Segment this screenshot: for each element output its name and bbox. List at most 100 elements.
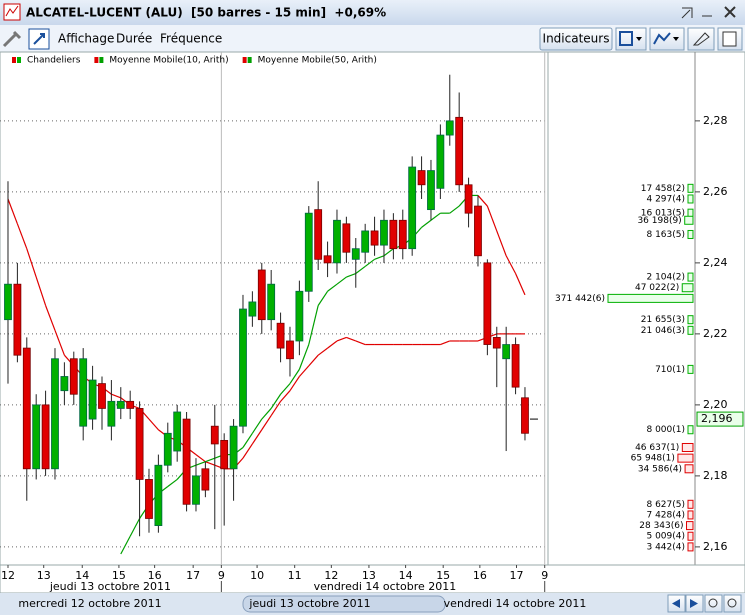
menu-item[interactable]: Durée <box>116 32 152 46</box>
indicators-button[interactable] <box>539 27 613 51</box>
candle-body <box>210 425 219 445</box>
candle-body <box>427 170 435 211</box>
moving-average <box>45 305 56 331</box>
candle-body <box>4 283 12 321</box>
moving-average <box>270 393 282 409</box>
moving-average <box>280 383 291 395</box>
depth-label: 371 442(6) <box>555 294 605 304</box>
moving-average <box>298 365 310 377</box>
menu-item[interactable]: Fréquence <box>160 32 222 46</box>
depth-bar <box>687 315 694 325</box>
depth-bar <box>684 215 694 225</box>
title-bar <box>0 0 745 25</box>
moving-average <box>317 290 329 306</box>
depth-bar <box>687 510 694 520</box>
depth-label: 36 198(9) <box>637 216 681 226</box>
x-tick-label: 13 <box>362 569 376 582</box>
depth-label: 16 013(5) <box>641 209 685 219</box>
moving-average <box>327 340 338 349</box>
moving-average <box>298 344 310 370</box>
candle-body <box>173 411 182 452</box>
x-tick-label: 15 <box>436 569 450 582</box>
depth-label: 5 009(4) <box>646 532 685 542</box>
day-label: vendredi 14 octobre 2011 <box>314 580 457 593</box>
depth-label: 7 428(4) <box>646 510 685 520</box>
legend-label: Chandeliers <box>27 56 81 66</box>
candle-body <box>511 344 520 388</box>
tool-icon[interactable] <box>2 30 22 48</box>
moving-average <box>167 478 178 488</box>
candle-body <box>220 439 229 470</box>
depth-bar <box>687 499 694 509</box>
legend-swatch <box>247 57 252 63</box>
moving-average <box>129 518 141 537</box>
moving-average <box>355 340 366 346</box>
moving-average <box>505 255 517 274</box>
depth-bar <box>687 194 694 204</box>
candle-body <box>380 219 388 246</box>
candle-body <box>483 262 492 345</box>
x-tick-label: 11 <box>288 569 302 582</box>
moving-average <box>421 219 432 228</box>
depth-bar <box>687 542 694 552</box>
candle-body <box>41 404 50 470</box>
x-tick-label: 12 <box>1 569 15 582</box>
last-price-label: 2,196 <box>701 412 733 425</box>
legend-swatch <box>99 57 104 63</box>
indicators-label[interactable]: Indicateurs <box>543 32 610 46</box>
legend-swatch <box>17 57 21 63</box>
moving-average <box>242 443 253 459</box>
day-label: jeudi 13 octobre 2011 <box>49 580 171 593</box>
depth-bar <box>687 325 694 335</box>
moving-average <box>317 347 328 356</box>
moving-average <box>289 369 300 384</box>
x-tick-label: 9 <box>218 569 225 582</box>
x-tick-label: 13 <box>37 569 51 582</box>
moving-average <box>449 205 460 214</box>
depth-bar <box>607 293 694 303</box>
x-tick-label: 16 <box>473 569 487 582</box>
candle-body <box>154 464 163 526</box>
candle-body <box>417 170 426 186</box>
candle-body <box>192 475 200 505</box>
depth-bar <box>681 283 694 293</box>
candle-body <box>295 290 304 342</box>
candle-body <box>342 223 351 253</box>
candle-body <box>304 212 313 292</box>
window-buttons[interactable] <box>681 6 736 19</box>
legend-swatch <box>94 57 99 63</box>
candle-body <box>51 358 59 470</box>
moving-average <box>120 535 131 555</box>
legend-swatch <box>242 57 247 63</box>
candle-body <box>32 404 41 470</box>
candle-body <box>116 400 125 409</box>
candle-body <box>248 301 257 317</box>
moving-average <box>261 408 272 420</box>
select-icon[interactable] <box>28 28 50 50</box>
depth-bar <box>687 425 694 435</box>
moving-average <box>54 330 65 356</box>
menu-item[interactable]: Affichage <box>58 32 114 46</box>
scroll-thumb[interactable] <box>242 595 446 613</box>
footer-date: mercredi 12 octobre 2011 <box>18 597 161 610</box>
moving-average <box>308 354 319 367</box>
candle-body <box>257 269 266 321</box>
candle-body <box>398 219 407 250</box>
candle-body <box>323 255 332 264</box>
candle-body <box>163 432 172 466</box>
y-tick-label: 2,18 <box>703 469 728 482</box>
moving-average <box>440 340 450 346</box>
candle-body <box>98 383 106 409</box>
toolbar-buttons[interactable] <box>615 27 743 51</box>
scroll-buttons[interactable] <box>667 594 742 613</box>
moving-average <box>280 390 291 402</box>
y-tick-label: 2,28 <box>703 114 728 127</box>
moving-average <box>35 276 47 306</box>
candle-body <box>79 358 88 427</box>
app-icon <box>3 3 21 21</box>
candle-body <box>370 230 379 246</box>
depth-label: 21 655(3) <box>641 315 685 325</box>
moving-average <box>251 429 263 445</box>
depth-label: 28 343(6) <box>639 521 683 531</box>
